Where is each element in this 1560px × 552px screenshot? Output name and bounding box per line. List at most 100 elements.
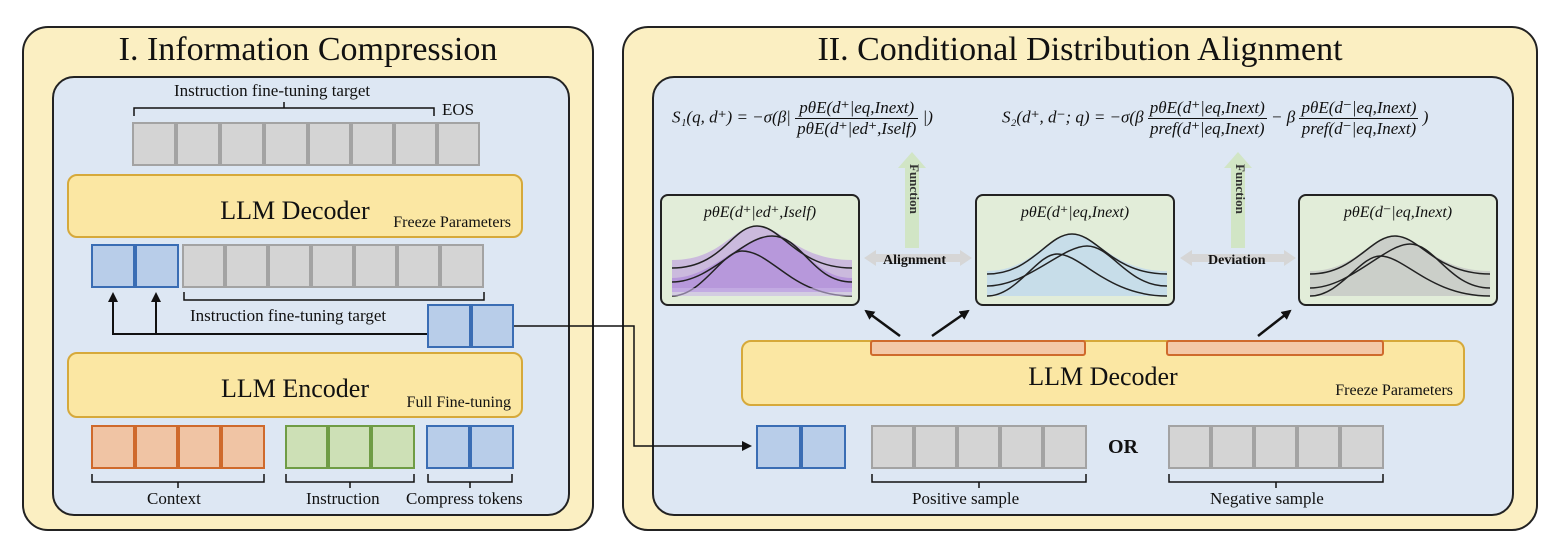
instruction-token — [328, 425, 371, 469]
compress-token — [135, 244, 179, 288]
formula-s1: S₁(q, d⁺) = −σ(β| pθE(d⁺|eq,Inext) pθE(d… — [672, 98, 933, 139]
instruction-token — [371, 425, 415, 469]
distribution-box-self: pθE(d⁺|ed⁺,Iself) — [660, 194, 860, 306]
token — [1297, 425, 1340, 469]
instruction-token — [285, 425, 328, 469]
negative-sample-label: Negative sample — [1210, 489, 1324, 508]
token — [176, 122, 220, 166]
eos-token — [437, 122, 480, 166]
formula-s1-rhs: |) — [922, 107, 933, 127]
function-label-1: Function — [907, 164, 922, 214]
top-target-label: Instruction fine-tuning target — [174, 81, 371, 100]
context-label: Context — [147, 489, 201, 508]
token — [1168, 425, 1211, 469]
token — [225, 244, 268, 288]
panel2-title: II. Conditional Distribution Alignment — [817, 31, 1343, 68]
compress-token — [756, 425, 801, 469]
decoder-output-bar-right — [1166, 340, 1384, 356]
token — [1254, 425, 1297, 469]
token — [1043, 425, 1087, 469]
token — [871, 425, 914, 469]
compress-token — [471, 304, 514, 348]
top-target-tokens — [132, 122, 480, 166]
token — [1340, 425, 1384, 469]
distribution-curves-positive — [986, 233, 1168, 297]
formula-s1-denominator: pθE(d⁺|ed⁺,Iself) — [797, 119, 917, 138]
formula-s2-mid: − β — [1271, 107, 1296, 127]
llm-decoder-1-subtitle: Freeze Parameters — [393, 214, 511, 231]
token — [957, 425, 1000, 469]
compress-token — [427, 304, 471, 348]
instruction-tokens — [285, 425, 415, 469]
token — [1000, 425, 1043, 469]
token — [268, 244, 311, 288]
decoder-input-target-tokens — [182, 244, 484, 288]
or-label: OR — [1108, 436, 1138, 458]
positive-sample-label: Positive sample — [912, 489, 1020, 508]
formula-s1-fraction: pθE(d⁺|eq,Inext) pθE(d⁺|ed⁺,Iself) — [795, 98, 919, 139]
compress-tokens-input — [426, 425, 514, 469]
compress-token — [801, 425, 846, 469]
llm-encoder-subtitle: Full Fine-tuning — [406, 394, 511, 411]
encoder-output-tokens — [427, 304, 514, 348]
llm-decoder-2-title: LLM Decoder — [1028, 362, 1178, 391]
context-token — [91, 425, 135, 469]
formula-s2-fraction-2: pθE(d⁻|eq,Inext) pref(d⁻|eq,Inext) — [1299, 98, 1419, 139]
token — [264, 122, 308, 166]
context-token — [221, 425, 265, 469]
compress-token — [426, 425, 470, 469]
positive-sample-tokens — [871, 425, 1087, 469]
compress-token — [91, 244, 135, 288]
deviation-label: Deviation — [1208, 253, 1266, 268]
mid-target-label: Instruction fine-tuning target — [190, 306, 387, 325]
llm-encoder: LLM Encoder Full Fine-tuning — [67, 352, 523, 418]
formula-s2-numerator-2: pθE(d⁻|eq,Inext) — [1299, 98, 1419, 119]
llm-decoder-1: LLM Decoder Freeze Parameters — [67, 174, 523, 238]
eos-label: EOS — [442, 100, 475, 119]
decoder-output-bar-left — [870, 340, 1086, 356]
formula-s2-lhs: S₂(d⁺, d⁻; q) = −σ(β — [1002, 107, 1144, 127]
context-token — [135, 425, 178, 469]
token — [394, 122, 437, 166]
context-tokens — [91, 425, 265, 469]
negative-sample-tokens — [1168, 425, 1384, 469]
distribution-negative-title: pθE(d⁻|eq,Inext) — [1343, 204, 1453, 221]
compressed-query-tokens — [756, 425, 846, 469]
distribution-curves-negative — [1309, 235, 1491, 297]
context-token — [178, 425, 221, 469]
distribution-positive-title: pθE(d⁺|eq,Inext) — [1020, 204, 1130, 221]
alignment-label: Alignment — [883, 253, 946, 268]
formula-s2-denominator-1: pref(d⁺|eq,Inext) — [1150, 119, 1265, 138]
token — [397, 244, 440, 288]
compress-tokens-label: Compress tokens — [406, 489, 523, 508]
formula-s2-fraction-1: pθE(d⁺|eq,Inext) pref(d⁺|eq,Inext) — [1147, 98, 1267, 139]
token — [311, 244, 354, 288]
token — [914, 425, 957, 469]
distribution-curves-self — [671, 225, 853, 297]
token — [182, 244, 225, 288]
instruction-label: Instruction — [306, 489, 380, 508]
llm-encoder-title: LLM Encoder — [220, 374, 369, 403]
decoder-input-compress-tokens — [91, 244, 179, 288]
distribution-box-negative: pθE(d⁻|eq,Inext) — [1298, 194, 1498, 306]
token — [1211, 425, 1254, 469]
token — [220, 122, 264, 166]
token — [354, 244, 397, 288]
token — [308, 122, 351, 166]
token — [132, 122, 176, 166]
formula-s2-rhs: ) — [1422, 107, 1429, 127]
panel1-title: I. Information Compression — [118, 31, 498, 68]
llm-decoder-1-title: LLM Decoder — [220, 196, 370, 225]
llm-decoder-2-subtitle: Freeze Parameters — [1335, 382, 1453, 399]
formula-s1-numerator: pθE(d⁺|eq,Inext) — [795, 98, 919, 119]
formula-s1-lhs: S₁(q, d⁺) = −σ(β| — [672, 107, 791, 127]
compress-token — [470, 425, 514, 469]
token — [351, 122, 394, 166]
distribution-self-title: pθE(d⁺|ed⁺,Iself) — [703, 204, 817, 221]
token — [440, 244, 484, 288]
formula-s2: S₂(d⁺, d⁻; q) = −σ(β pθE(d⁺|eq,Inext) pr… — [1002, 98, 1428, 139]
distribution-box-positive: pθE(d⁺|eq,Inext) — [975, 194, 1175, 306]
formula-s2-numerator-1: pθE(d⁺|eq,Inext) — [1147, 98, 1267, 119]
formula-s2-denominator-2: pref(d⁻|eq,Inext) — [1301, 119, 1417, 138]
function-label-2: Function — [1233, 164, 1248, 214]
